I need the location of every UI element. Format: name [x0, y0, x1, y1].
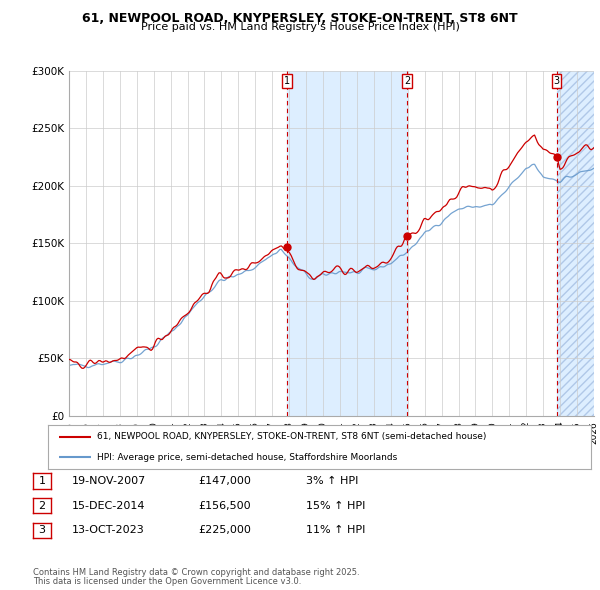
Text: £147,000: £147,000 [198, 476, 251, 486]
Text: 1: 1 [284, 76, 290, 86]
Text: Price paid vs. HM Land Registry's House Price Index (HPI): Price paid vs. HM Land Registry's House … [140, 22, 460, 32]
Bar [557, 71, 594, 416]
Text: 3% ↑ HPI: 3% ↑ HPI [306, 476, 358, 486]
Text: This data is licensed under the Open Government Licence v3.0.: This data is licensed under the Open Gov… [33, 578, 301, 586]
Text: 19-NOV-2007: 19-NOV-2007 [72, 476, 146, 486]
Text: 3: 3 [554, 76, 560, 86]
Text: 11% ↑ HPI: 11% ↑ HPI [306, 526, 365, 535]
Text: 1: 1 [38, 476, 46, 486]
Text: 3: 3 [38, 526, 46, 535]
Text: £156,500: £156,500 [198, 501, 251, 510]
Text: 61, NEWPOOL ROAD, KNYPERSLEY, STOKE-ON-TRENT, ST8 6NT: 61, NEWPOOL ROAD, KNYPERSLEY, STOKE-ON-T… [82, 12, 518, 25]
Text: 61, NEWPOOL ROAD, KNYPERSLEY, STOKE-ON-TRENT, ST8 6NT (semi-detached house): 61, NEWPOOL ROAD, KNYPERSLEY, STOKE-ON-T… [97, 432, 486, 441]
Text: HPI: Average price, semi-detached house, Staffordshire Moorlands: HPI: Average price, semi-detached house,… [97, 453, 397, 461]
Text: 15% ↑ HPI: 15% ↑ HPI [306, 501, 365, 510]
Bar [287, 71, 407, 416]
Text: 15-DEC-2014: 15-DEC-2014 [72, 501, 146, 510]
Text: 2: 2 [404, 76, 410, 86]
Text: 13-OCT-2023: 13-OCT-2023 [72, 526, 145, 535]
Text: 2: 2 [38, 501, 46, 510]
Bar [557, 71, 594, 416]
Text: £225,000: £225,000 [198, 526, 251, 535]
Text: Contains HM Land Registry data © Crown copyright and database right 2025.: Contains HM Land Registry data © Crown c… [33, 568, 359, 577]
